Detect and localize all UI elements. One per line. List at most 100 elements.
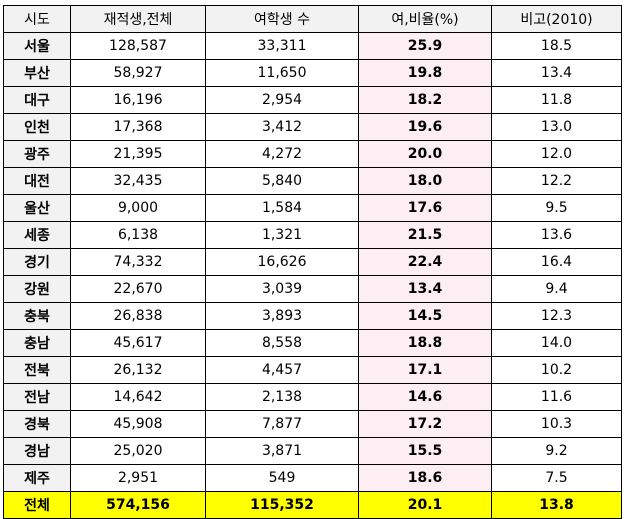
cell-female-students: 1,584: [205, 194, 359, 222]
cell-female-students: 4,272: [205, 140, 359, 168]
table-row: 충북 26,838 3,893 14.5 12.3: [3, 302, 622, 330]
cell-note-2010: 16.4: [491, 248, 622, 276]
table-row: 인천 17,368 3,412 19.6 13.0: [3, 113, 622, 141]
table-row: 강원 22,670 3,039 13.4 9.4: [3, 275, 622, 303]
cell-note-2010: 11.6: [491, 383, 622, 411]
cell-note-2010: 11.8: [491, 86, 622, 114]
table-row: 대전 32,435 5,840 18.0 12.2: [3, 167, 622, 195]
cell-region: 충북: [3, 302, 71, 330]
table-row: 광주 21,395 4,272 20.0 12.0: [3, 140, 622, 168]
header-region: 시도: [3, 5, 71, 33]
cell-female-students: 3,893: [205, 302, 359, 330]
table-row: 울산 9,000 1,584 17.6 9.5: [3, 194, 622, 222]
cell-total-enrolled: 17,368: [70, 113, 206, 141]
cell-female-ratio: 20.0: [358, 140, 492, 168]
cell-total-enrolled: 32,435: [70, 167, 206, 195]
cell-total-enrolled: 21,395: [70, 140, 206, 168]
cell-note-2010: 13.6: [491, 221, 622, 249]
cell-female-students: 549: [205, 464, 359, 492]
table-row: 제주 2,951 549 18.6 7.5: [3, 464, 622, 492]
cell-note-2010: 14.0: [491, 329, 622, 357]
table-container: 시도 재적생,전체 여학생 수 여,비율(%) 비고(2010) 서울 128,5…: [3, 5, 622, 519]
total-note-2010: 13.8: [491, 491, 622, 519]
cell-female-students: 3,412: [205, 113, 359, 141]
cell-female-students: 4,457: [205, 356, 359, 384]
cell-female-students: 3,039: [205, 275, 359, 303]
cell-total-enrolled: 6,138: [70, 221, 206, 249]
cell-female-ratio: 14.5: [358, 302, 492, 330]
cell-note-2010: 7.5: [491, 464, 622, 492]
cell-female-ratio: 21.5: [358, 221, 492, 249]
cell-female-students: 5,840: [205, 167, 359, 195]
cell-female-students: 2,138: [205, 383, 359, 411]
cell-female-ratio: 18.0: [358, 167, 492, 195]
cell-region: 울산: [3, 194, 71, 222]
cell-female-students: 2,954: [205, 86, 359, 114]
cell-female-ratio: 17.1: [358, 356, 492, 384]
cell-region: 경남: [3, 437, 71, 465]
cell-female-ratio: 14.6: [358, 383, 492, 411]
header-note-2010: 비고(2010): [491, 5, 622, 33]
total-female-students: 115,352: [205, 491, 359, 519]
cell-note-2010: 12.0: [491, 140, 622, 168]
cell-female-ratio: 25.9: [358, 32, 492, 60]
cell-note-2010: 9.5: [491, 194, 622, 222]
cell-female-students: 33,311: [205, 32, 359, 60]
cell-female-ratio: 18.8: [358, 329, 492, 357]
table-row: 경남 25,020 3,871 15.5 9.2: [3, 437, 622, 465]
table-row: 대구 16,196 2,954 18.2 11.8: [3, 86, 622, 114]
cell-total-enrolled: 45,617: [70, 329, 206, 357]
cell-total-enrolled: 9,000: [70, 194, 206, 222]
table-row: 서울 128,587 33,311 25.9 18.5: [3, 32, 622, 60]
cell-note-2010: 13.0: [491, 113, 622, 141]
cell-region: 경기: [3, 248, 71, 276]
header-female-ratio: 여,비율(%): [358, 5, 492, 33]
cell-total-enrolled: 26,838: [70, 302, 206, 330]
cell-female-students: 8,558: [205, 329, 359, 357]
cell-female-students: 7,877: [205, 410, 359, 438]
cell-region: 충남: [3, 329, 71, 357]
header-row: 시도 재적생,전체 여학생 수 여,비율(%) 비고(2010): [3, 5, 622, 33]
cell-total-enrolled: 74,332: [70, 248, 206, 276]
cell-total-enrolled: 16,196: [70, 86, 206, 114]
total-female-ratio: 20.1: [358, 491, 492, 519]
cell-region: 인천: [3, 113, 71, 141]
total-label: 전체: [3, 491, 71, 519]
cell-total-enrolled: 2,951: [70, 464, 206, 492]
data-table: 시도 재적생,전체 여학생 수 여,비율(%) 비고(2010) 서울 128,5…: [3, 5, 622, 519]
cell-female-ratio: 15.5: [358, 437, 492, 465]
cell-total-enrolled: 22,670: [70, 275, 206, 303]
table-row: 부산 58,927 11,650 19.8 13.4: [3, 59, 622, 87]
cell-note-2010: 13.4: [491, 59, 622, 87]
total-enrolled: 574,156: [70, 491, 206, 519]
cell-female-ratio: 18.6: [358, 464, 492, 492]
cell-total-enrolled: 25,020: [70, 437, 206, 465]
header-total-enrolled: 재적생,전체: [70, 5, 206, 33]
cell-note-2010: 12.3: [491, 302, 622, 330]
cell-region: 전남: [3, 383, 71, 411]
table-row: 경북 45,908 7,877 17.2 10.3: [3, 410, 622, 438]
cell-female-ratio: 19.6: [358, 113, 492, 141]
cell-note-2010: 10.3: [491, 410, 622, 438]
cell-note-2010: 12.2: [491, 167, 622, 195]
cell-female-ratio: 19.8: [358, 59, 492, 87]
cell-total-enrolled: 58,927: [70, 59, 206, 87]
cell-region: 제주: [3, 464, 71, 492]
cell-total-enrolled: 128,587: [70, 32, 206, 60]
table-row: 전남 14,642 2,138 14.6 11.6: [3, 383, 622, 411]
cell-female-ratio: 17.6: [358, 194, 492, 222]
total-row: 전체 574,156 115,352 20.1 13.8: [3, 491, 622, 519]
table-row: 세종 6,138 1,321 21.5 13.6: [3, 221, 622, 249]
cell-female-ratio: 22.4: [358, 248, 492, 276]
cell-region: 대전: [3, 167, 71, 195]
table-row: 경기 74,332 16,626 22.4 16.4: [3, 248, 622, 276]
cell-female-students: 1,321: [205, 221, 359, 249]
cell-region: 세종: [3, 221, 71, 249]
cell-note-2010: 9.2: [491, 437, 622, 465]
cell-female-students: 3,871: [205, 437, 359, 465]
cell-region: 경북: [3, 410, 71, 438]
cell-female-students: 16,626: [205, 248, 359, 276]
table-row: 충남 45,617 8,558 18.8 14.0: [3, 329, 622, 357]
cell-female-ratio: 17.2: [358, 410, 492, 438]
cell-female-ratio: 18.2: [358, 86, 492, 114]
